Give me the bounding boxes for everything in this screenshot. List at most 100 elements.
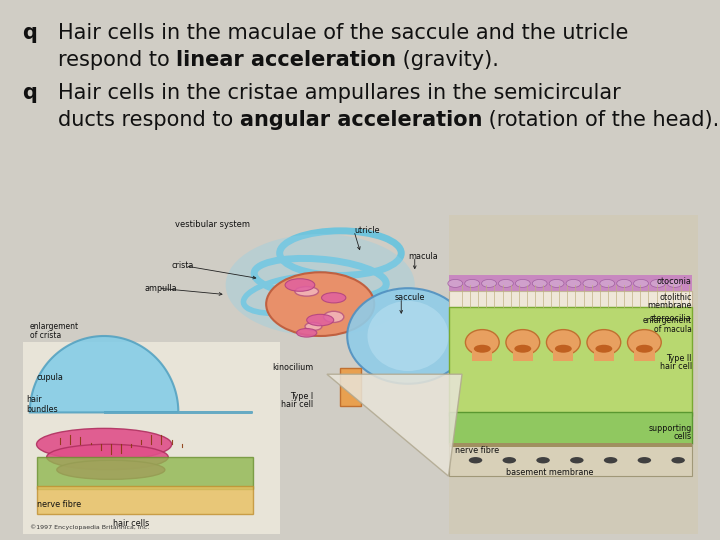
Ellipse shape	[634, 279, 649, 287]
Ellipse shape	[516, 279, 530, 287]
Text: Type I: Type I	[290, 392, 313, 401]
Ellipse shape	[506, 329, 540, 355]
Text: enlargement: enlargement	[30, 322, 79, 331]
Bar	[634, 342, 654, 361]
Ellipse shape	[498, 279, 513, 287]
Ellipse shape	[266, 272, 374, 336]
Ellipse shape	[482, 279, 497, 287]
Bar	[449, 444, 692, 476]
Text: respond to: respond to	[58, 50, 176, 70]
Text: otolithic: otolithic	[659, 293, 692, 302]
Ellipse shape	[671, 457, 685, 463]
Ellipse shape	[587, 329, 621, 355]
Ellipse shape	[503, 457, 516, 463]
Text: basement membrane: basement membrane	[506, 469, 593, 477]
Text: hair: hair	[27, 395, 42, 404]
Text: membrane: membrane	[647, 301, 692, 310]
Text: ampulla: ampulla	[145, 284, 177, 293]
Text: Type II: Type II	[666, 354, 692, 363]
Bar	[472, 342, 492, 361]
Ellipse shape	[628, 329, 661, 355]
Ellipse shape	[285, 279, 315, 291]
Text: Hair cells in the cristae ampullares in the semicircular: Hair cells in the cristae ampullares in …	[58, 83, 621, 103]
Text: kinocilium: kinocilium	[272, 363, 313, 373]
Ellipse shape	[465, 329, 499, 355]
Ellipse shape	[667, 279, 682, 287]
Text: of crista: of crista	[30, 332, 61, 341]
Bar	[449, 292, 692, 307]
Text: cupula: cupula	[37, 373, 63, 382]
Ellipse shape	[295, 287, 318, 296]
Ellipse shape	[464, 279, 480, 287]
Bar	[449, 413, 692, 444]
Bar	[553, 342, 573, 361]
Text: macula: macula	[408, 252, 438, 261]
Ellipse shape	[57, 460, 165, 480]
Text: bundles: bundles	[27, 405, 58, 414]
Text: (rotation of the head).: (rotation of the head).	[482, 110, 719, 130]
Ellipse shape	[650, 279, 665, 287]
Ellipse shape	[638, 457, 651, 463]
Ellipse shape	[367, 301, 449, 371]
Ellipse shape	[636, 345, 653, 353]
Text: linear acceleration: linear acceleration	[176, 50, 397, 70]
Bar	[513, 342, 533, 361]
Text: hair cell: hair cell	[660, 362, 692, 371]
Text: hair cells: hair cells	[113, 519, 149, 529]
Bar	[23, 342, 279, 534]
Ellipse shape	[297, 328, 317, 337]
Text: ducts respond to: ducts respond to	[58, 110, 240, 130]
Ellipse shape	[595, 345, 612, 353]
Bar	[341, 368, 361, 406]
Text: utricle: utricle	[354, 226, 379, 235]
Ellipse shape	[474, 345, 491, 353]
Text: cells: cells	[673, 432, 692, 441]
Text: vestibular system: vestibular system	[175, 220, 250, 229]
Text: crista: crista	[171, 261, 194, 271]
Text: ©1997 Encyclopaedia Britannica, Inc.: ©1997 Encyclopaedia Britannica, Inc.	[30, 525, 149, 530]
Text: (gravity).: (gravity).	[397, 50, 500, 70]
Ellipse shape	[323, 311, 344, 322]
Ellipse shape	[536, 457, 550, 463]
Text: saccule: saccule	[395, 293, 425, 302]
Ellipse shape	[448, 279, 463, 287]
Polygon shape	[30, 336, 253, 413]
Text: angular acceleration: angular acceleration	[240, 110, 482, 130]
Ellipse shape	[305, 322, 322, 330]
Bar	[449, 275, 692, 292]
Ellipse shape	[532, 279, 547, 287]
Ellipse shape	[225, 234, 415, 336]
Ellipse shape	[549, 279, 564, 287]
Bar	[449, 279, 692, 476]
Ellipse shape	[570, 457, 584, 463]
Ellipse shape	[617, 279, 631, 287]
Polygon shape	[327, 374, 462, 476]
Ellipse shape	[37, 428, 171, 460]
Ellipse shape	[600, 279, 615, 287]
Bar	[449, 307, 692, 416]
Bar	[449, 443, 692, 448]
Text: stereocilia: stereocilia	[650, 314, 692, 323]
Text: hair cell: hair cell	[282, 400, 313, 409]
Ellipse shape	[555, 345, 572, 353]
Ellipse shape	[322, 293, 346, 303]
Ellipse shape	[514, 345, 531, 353]
Text: q: q	[22, 23, 37, 43]
Text: Hair cells in the maculae of the saccule and the utricle: Hair cells in the maculae of the saccule…	[58, 23, 629, 43]
Text: q: q	[22, 83, 37, 103]
Ellipse shape	[546, 329, 580, 355]
Ellipse shape	[307, 314, 333, 326]
Text: otoconia: otoconia	[657, 278, 692, 286]
Ellipse shape	[347, 288, 469, 384]
Ellipse shape	[469, 457, 482, 463]
Text: enlargement: enlargement	[642, 315, 692, 325]
Ellipse shape	[604, 457, 617, 463]
Bar	[37, 486, 253, 515]
Ellipse shape	[583, 279, 598, 287]
Bar	[594, 342, 614, 361]
Text: nerve fibre: nerve fibre	[37, 501, 81, 509]
Text: supporting: supporting	[649, 424, 692, 433]
Ellipse shape	[566, 279, 581, 287]
Bar	[449, 215, 698, 534]
Text: of macula: of macula	[654, 325, 692, 334]
